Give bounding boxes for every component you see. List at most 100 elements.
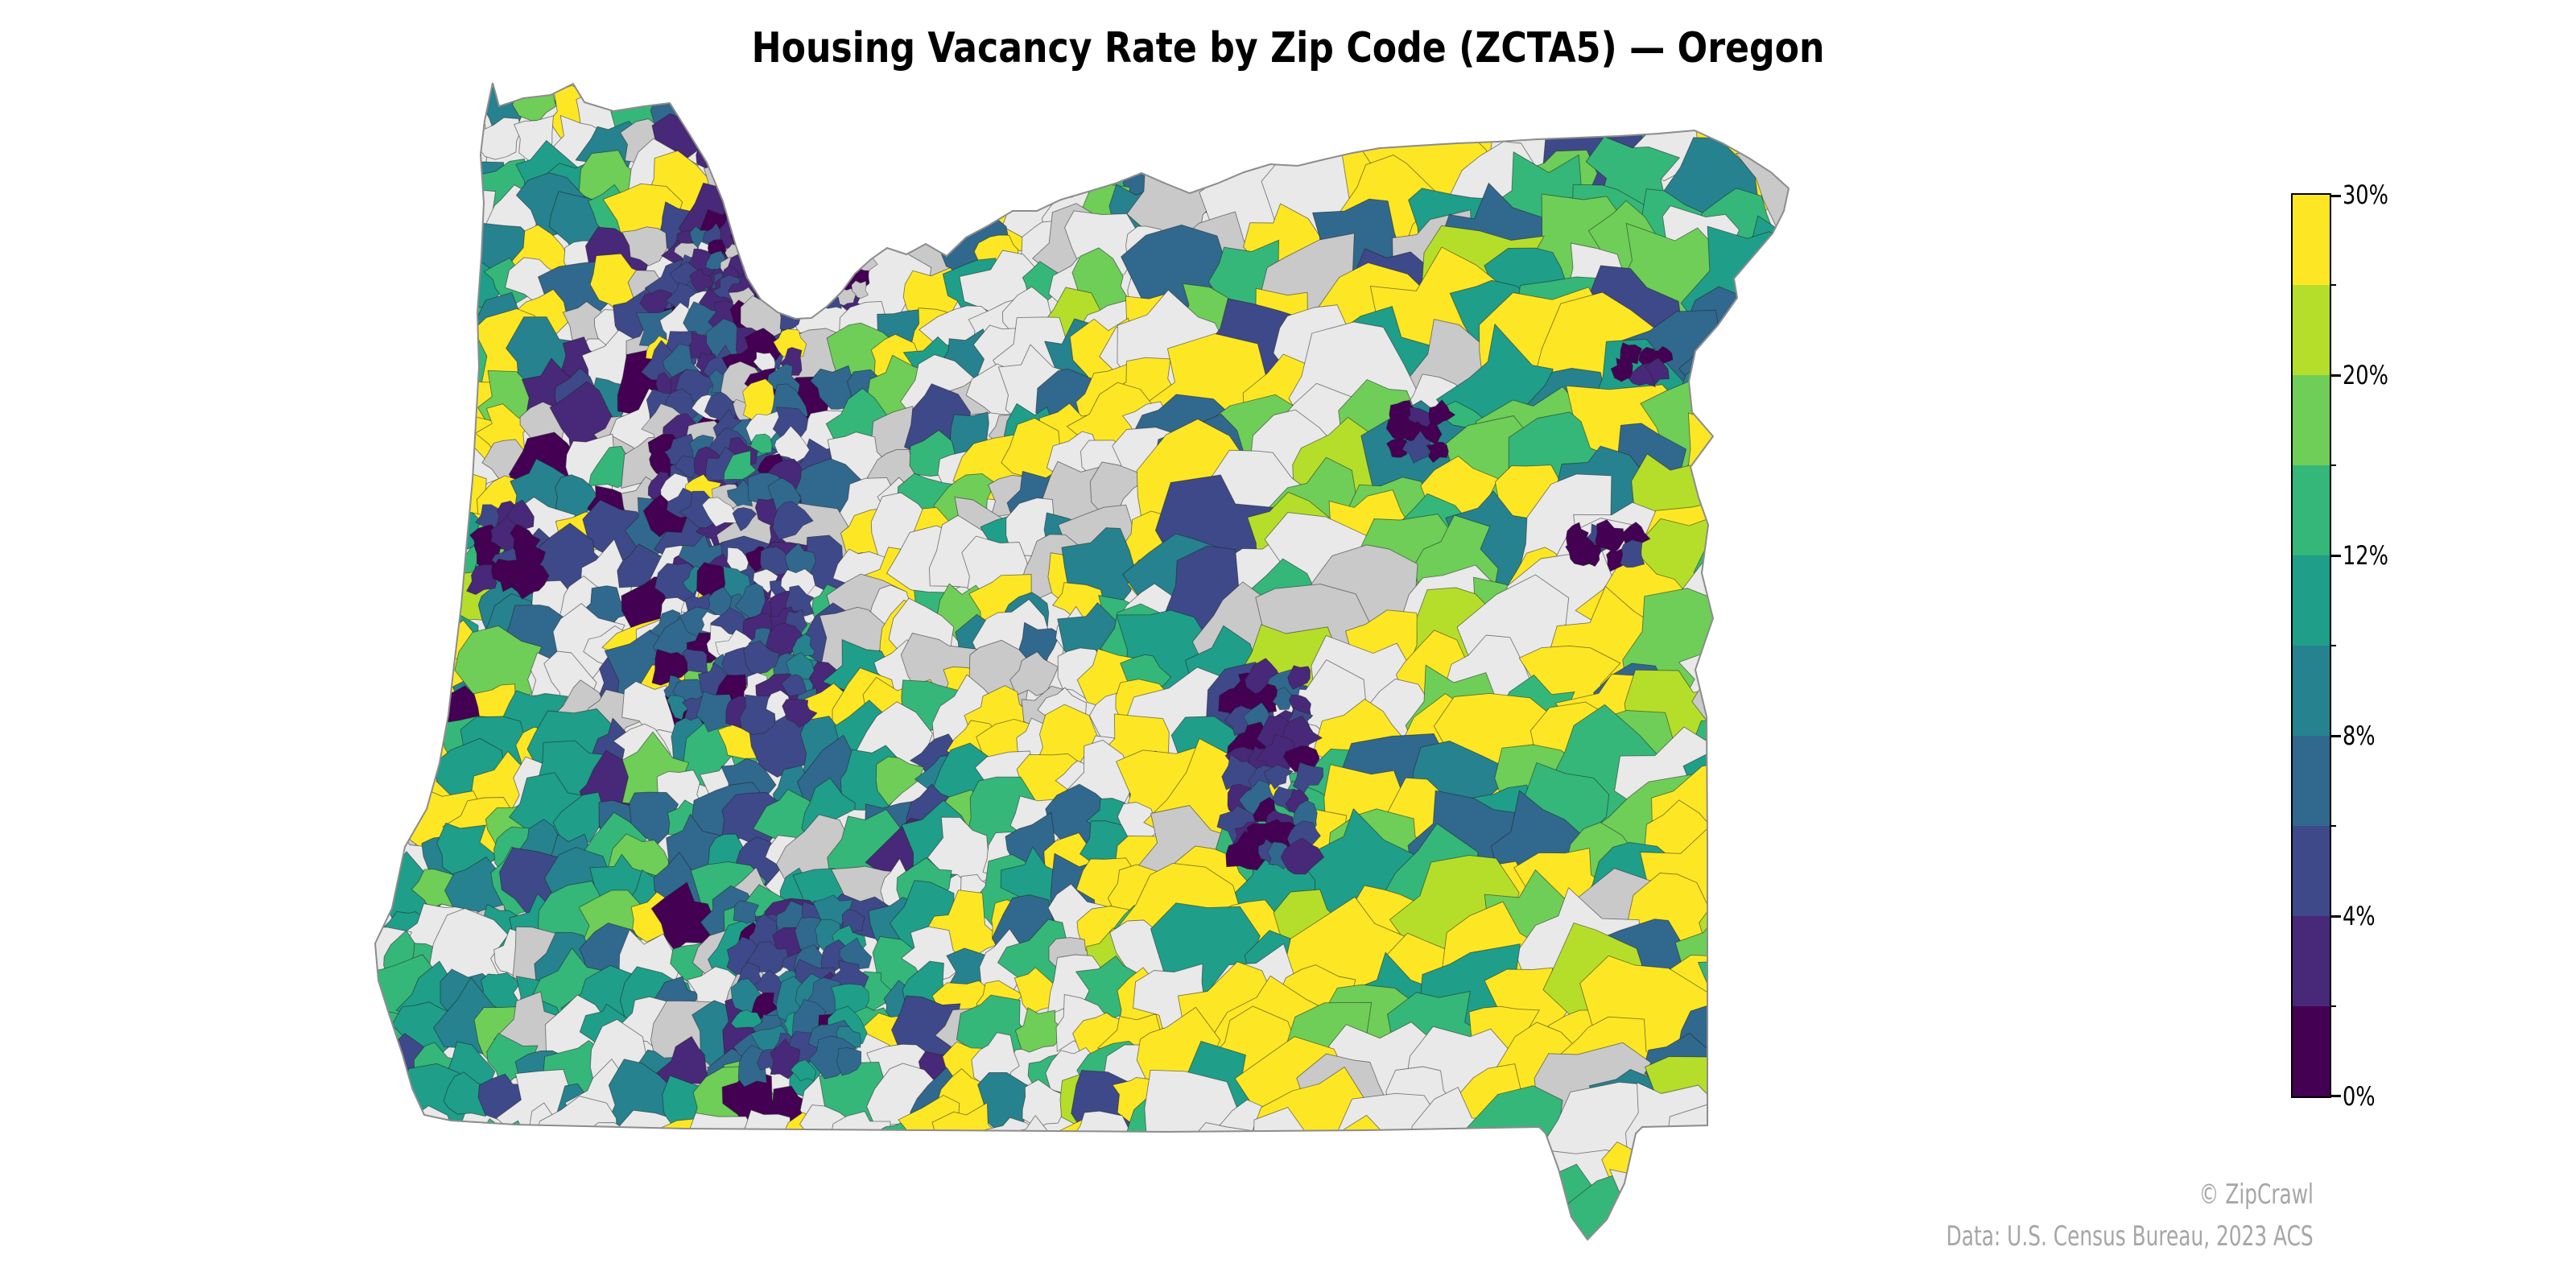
zcta-polygon [759, 219, 836, 282]
zcta-polygon [1075, 1176, 1149, 1238]
zcta-polygon [562, 301, 608, 352]
zcta-polygon [722, 83, 794, 158]
zcta-polygon [406, 1152, 461, 1214]
zcta-polygon [1428, 399, 1455, 425]
zcta-polygon [843, 83, 898, 97]
zcta-polygon [778, 281, 803, 307]
zcta-polygon [547, 1136, 605, 1199]
zcta-polygon [434, 110, 489, 167]
zcta-polygon [723, 450, 757, 481]
zcta-polygon [792, 219, 819, 247]
zcta-polygon [1225, 830, 1265, 871]
colorbar-tick-label: 4% [2343, 901, 2376, 931]
zcta-polygon [750, 433, 773, 454]
zcta-polygon [937, 1186, 1000, 1240]
zcta-polygon [375, 173, 419, 254]
colorbar-tick-label: 12% [2343, 540, 2388, 571]
zcta-polygon [1005, 1150, 1053, 1195]
zcta-polygon [1645, 357, 1670, 385]
zcta-polygon [791, 240, 811, 258]
zcta-polygon [726, 547, 749, 574]
zcta-polygon [1735, 419, 1789, 507]
state-outline [374, 82, 1790, 1241]
zcta-polygon [837, 227, 857, 245]
zcta-polygon [927, 120, 1004, 190]
zcta-polygon [375, 625, 396, 679]
zcta-polygon [836, 238, 859, 260]
zcta-polygon [1610, 357, 1633, 382]
zcta-polygon [984, 98, 1035, 142]
zcta-polygon [804, 251, 835, 284]
zcta-polygon [448, 1121, 502, 1175]
zcta-polygon [860, 113, 935, 194]
zcta-polygon [986, 83, 1033, 99]
zcta-polygon [443, 1071, 491, 1117]
zcta-polygon [869, 1143, 916, 1191]
zcta-polygon [878, 199, 926, 238]
chart-title-text: Housing Vacancy Rate by Zip Code (ZCTA5)… [751, 24, 1825, 72]
zcta-polygon [1719, 908, 1789, 1031]
zcta-polygon [1711, 452, 1788, 542]
zcta-polygon [773, 83, 829, 122]
zcta-polygon [375, 543, 421, 600]
zcta-polygon [1272, 1146, 1368, 1240]
zcta-polygon [1099, 102, 1164, 184]
zcta-polygon [1203, 83, 1303, 132]
zcta-polygon [848, 233, 871, 260]
zcta-polygon [837, 114, 888, 164]
zcta-polygon [592, 1141, 644, 1201]
zcta-polygon [375, 256, 394, 301]
zcta-polygon [1014, 1007, 1067, 1053]
zcta-polygon [1402, 430, 1430, 464]
colorbar-tick [2330, 825, 2336, 827]
zcta-polygon [733, 83, 778, 114]
zcta-polygon [1073, 117, 1141, 180]
zcta-polygon [375, 128, 399, 185]
zcta-polygon [776, 141, 844, 213]
zcta-polygon [972, 117, 1033, 176]
zcta-polygon [1741, 1049, 1789, 1145]
zcta-polygon [791, 633, 815, 659]
zcta-polygon [1308, 1114, 1415, 1227]
colorbar-segment [2293, 1006, 2330, 1096]
zcta-polygon [765, 253, 785, 271]
colorbar-tick [2330, 1005, 2336, 1007]
zcta-polygon [758, 1164, 816, 1232]
zcta-polygon [519, 1183, 569, 1226]
zcta-polygon [825, 144, 890, 214]
zcta-polygon [376, 83, 442, 151]
zcta-polygon [480, 1118, 526, 1174]
zcta-polygon [1719, 83, 1789, 159]
colorbar-tick [2330, 284, 2336, 286]
zcta-polygon [684, 1138, 753, 1219]
zcta-polygon [1284, 83, 1377, 126]
zcta-polygon [375, 510, 395, 564]
zcta-polygon [375, 1181, 383, 1234]
zcta-polygon [510, 1153, 567, 1213]
zcta-polygon [1009, 1170, 1066, 1240]
zcta-polygon [1699, 820, 1789, 916]
zcta-polygon [1217, 83, 1351, 167]
colorbar-tick [2330, 464, 2336, 466]
zcta-polygon [438, 1148, 506, 1212]
zcta-polygon [838, 1150, 892, 1204]
watermark: © ZipCrawl [2198, 1179, 2314, 1211]
zcta-polygon [1463, 1146, 1552, 1228]
zcta-polygon [1045, 83, 1122, 140]
zcta-polygon [1737, 573, 1789, 667]
zcta-polygon [375, 724, 401, 781]
colorbar-segment [2293, 736, 2330, 826]
colorbar-tick [2330, 735, 2341, 737]
zcta-polygon [375, 654, 416, 699]
zcta-polygon [733, 900, 759, 924]
zcta-polygon [1045, 1143, 1117, 1220]
colorbar-tick [2330, 645, 2336, 646]
zcta-polygon [405, 402, 466, 460]
zcta-polygon [1417, 83, 1522, 126]
colorbar-segment [2293, 195, 2330, 285]
zcta-polygon [730, 1009, 762, 1029]
zcta-polygon [940, 83, 1005, 149]
zcta-polygon [375, 1133, 403, 1218]
zcta-polygon [822, 1174, 890, 1235]
zcta-polygon [793, 285, 813, 303]
